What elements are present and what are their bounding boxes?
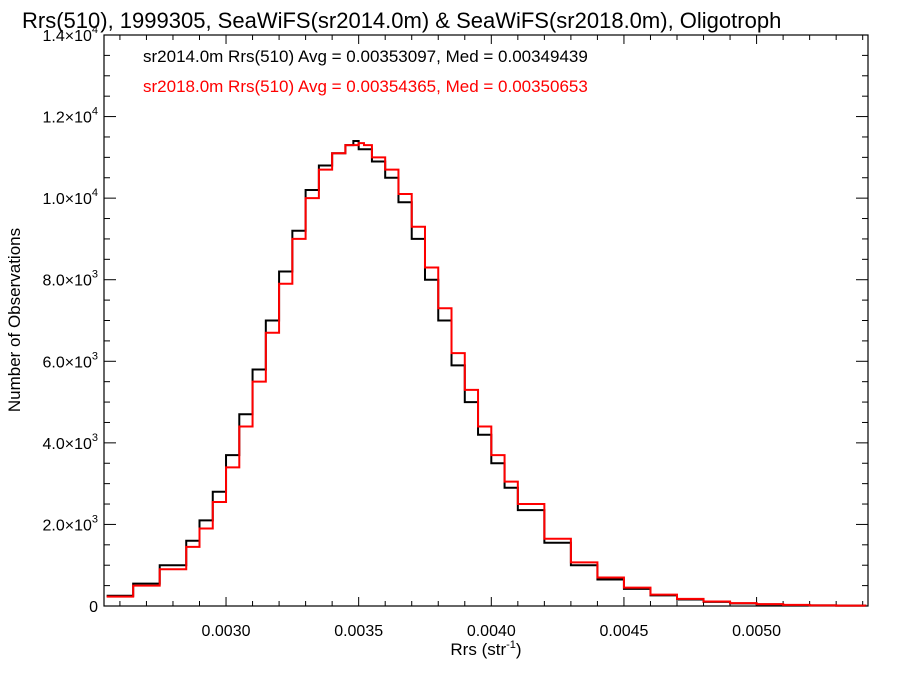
x-axis-title-end: ) (516, 640, 522, 659)
y-tick-label: 1.0×104 (42, 187, 98, 208)
x-tick-label: 0.0045 (599, 623, 648, 640)
x-tick-label: 0.0035 (334, 623, 383, 640)
x-axis-title-sup: -1 (506, 639, 516, 651)
y-axis-title: Number of Observations (5, 228, 24, 412)
y-tick-label: 2.0×103 (42, 513, 98, 534)
x-axis-title: Rrs (str-1) (450, 639, 521, 659)
series-layer (106, 140, 867, 607)
x-tick-label: 0.0030 (202, 623, 251, 640)
x-axis-title-main: Rrs (str (450, 640, 506, 659)
y-tick-label: 1.2×104 (42, 106, 98, 127)
y-tick-label: 6.0×103 (42, 350, 98, 371)
y-tick-label: 8.0×103 (42, 269, 98, 290)
y-axis-ticks: 0 2.0×103 4.0×103 6.0×103 8.0×103 1.0×104 1.2×… (42, 24, 868, 616)
plot-frame (103, 34, 869, 607)
x-tick-label: 0.0040 (467, 623, 516, 640)
y-tick-label: 1.4×104 (42, 24, 98, 45)
y-tick-label: 4.0×103 (42, 432, 98, 453)
y-tick-label: 0 (89, 599, 98, 616)
x-axis-ticks: 0.0030 0.0035 0.0040 0.0045 0.0050 (119, 35, 864, 640)
legend-entry-sr2018: sr2018.0m Rrs(510) Avg = 0.00354365, Med… (143, 77, 588, 96)
series-line-sr2018.0m (106, 142, 867, 607)
chart-title: Rrs(510), 1999305, SeaWiFS(sr2014.0m) & … (22, 8, 781, 33)
series-line-sr2014.0m (106, 140, 867, 607)
legend-entry-sr2014: sr2014.0m Rrs(510) Avg = 0.00353097, Med… (143, 47, 588, 66)
x-tick-label: 0.0050 (732, 623, 781, 640)
